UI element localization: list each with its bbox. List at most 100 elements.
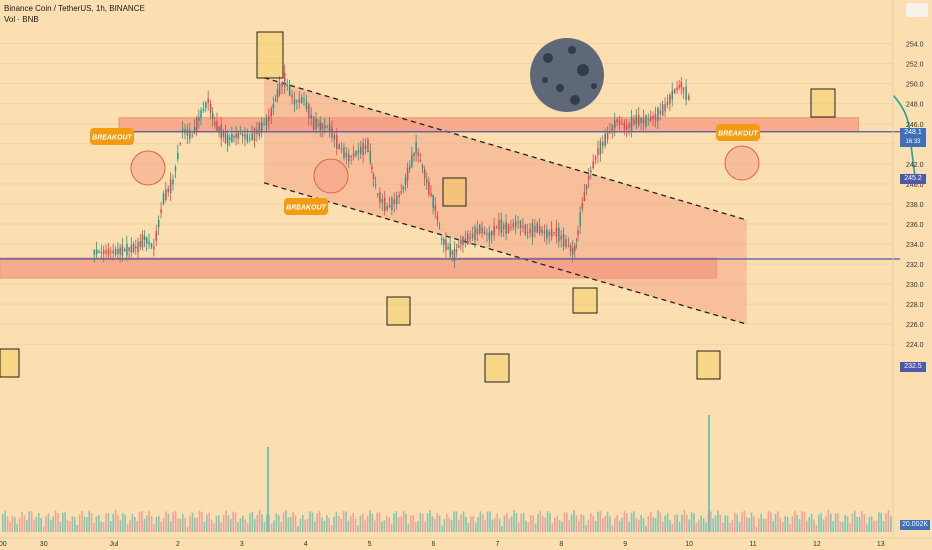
candle-body bbox=[474, 226, 476, 241]
volume-bar bbox=[573, 510, 575, 532]
volume-bar bbox=[21, 511, 23, 532]
volume-bar bbox=[170, 521, 172, 532]
candle-body bbox=[231, 133, 233, 142]
volume-bar bbox=[244, 519, 246, 532]
volume-bar bbox=[222, 514, 225, 532]
moon-crater bbox=[568, 46, 576, 54]
volume-bar bbox=[30, 511, 33, 532]
volume-bar bbox=[167, 513, 170, 532]
volume-bar bbox=[674, 514, 676, 532]
chart-control-button[interactable] bbox=[906, 3, 928, 17]
candle-body bbox=[251, 133, 253, 140]
candle-body bbox=[293, 99, 296, 105]
volume-bar bbox=[263, 521, 266, 532]
candle-body bbox=[237, 130, 240, 139]
volume-bar bbox=[11, 515, 14, 532]
candle-body bbox=[283, 72, 286, 87]
volume-bar bbox=[556, 515, 558, 532]
candle-body bbox=[645, 115, 647, 127]
candle-body bbox=[536, 223, 539, 233]
volume-bar bbox=[110, 520, 112, 532]
x-tick-label: 12 bbox=[813, 541, 821, 548]
volume-bar bbox=[635, 518, 638, 532]
volume-bar bbox=[683, 510, 686, 532]
candle-body bbox=[594, 157, 597, 160]
candle-body bbox=[569, 245, 572, 252]
volume-bar bbox=[158, 516, 160, 532]
volume-bar bbox=[74, 516, 76, 532]
volume-bar bbox=[254, 519, 256, 532]
volume-bar bbox=[748, 518, 750, 532]
volume-bar bbox=[431, 516, 434, 532]
pivot-box bbox=[810, 88, 836, 118]
volume-bar bbox=[717, 510, 719, 532]
volume-bar bbox=[498, 518, 501, 532]
volume-bar bbox=[767, 510, 770, 532]
volume-bar bbox=[546, 511, 549, 532]
candle-body bbox=[100, 251, 103, 253]
volume-bar bbox=[323, 520, 326, 532]
volume-bar bbox=[290, 517, 292, 532]
volume-bar bbox=[796, 515, 798, 532]
candle-body bbox=[398, 194, 400, 198]
candle-body bbox=[186, 129, 189, 136]
volume-bar bbox=[657, 510, 659, 532]
candle-body bbox=[310, 115, 312, 119]
volume-bar bbox=[779, 517, 782, 532]
candle-body bbox=[114, 249, 117, 255]
candle-body bbox=[265, 118, 268, 125]
volume-bar bbox=[626, 513, 628, 532]
candle-body bbox=[278, 83, 281, 95]
volume-bar bbox=[448, 517, 450, 532]
breakout-label: BREAKOUT bbox=[716, 124, 760, 141]
volume-bar bbox=[527, 522, 530, 532]
candle-body bbox=[162, 193, 165, 205]
candle-body bbox=[510, 227, 512, 229]
candle-body bbox=[103, 249, 105, 255]
volume-bar bbox=[508, 518, 510, 532]
volume-bar bbox=[880, 512, 882, 532]
volume-bar bbox=[662, 521, 664, 532]
volume-bar bbox=[242, 515, 244, 532]
volume-bar bbox=[698, 519, 700, 532]
volume-bar bbox=[861, 510, 863, 532]
volume-bar bbox=[827, 510, 830, 532]
candle-body bbox=[434, 205, 437, 211]
candle-body bbox=[362, 142, 364, 156]
candle-body bbox=[519, 221, 522, 228]
x-tick-label: 6:00 bbox=[0, 541, 7, 548]
volume-bar bbox=[501, 525, 503, 532]
volume-bar bbox=[729, 523, 731, 532]
volume-bar bbox=[316, 513, 318, 532]
candle-body bbox=[534, 226, 536, 232]
volume-bar bbox=[554, 517, 556, 532]
candle-body bbox=[319, 121, 322, 130]
candle-body bbox=[321, 123, 324, 130]
volume-bar bbox=[695, 522, 698, 532]
candle-body bbox=[483, 231, 486, 234]
breakout-label-text: BREAKOUT bbox=[92, 135, 132, 142]
candle-body bbox=[630, 117, 633, 131]
volume-bar bbox=[434, 518, 436, 532]
candle-body bbox=[268, 116, 270, 122]
candle-body bbox=[447, 247, 449, 249]
volume-bar bbox=[777, 511, 779, 532]
volume-bar bbox=[6, 516, 9, 532]
candle-body bbox=[455, 249, 458, 252]
volume-bar bbox=[710, 511, 712, 532]
volume-bar bbox=[165, 511, 167, 532]
volume-bar bbox=[530, 515, 532, 532]
volume-bar bbox=[676, 514, 678, 532]
candle-body bbox=[614, 120, 616, 129]
volume-bar bbox=[119, 519, 122, 532]
volume-bar bbox=[136, 521, 138, 532]
volume-bar bbox=[630, 512, 633, 532]
candle-body bbox=[260, 122, 263, 132]
candle-body bbox=[123, 248, 126, 252]
volume-bar bbox=[467, 522, 470, 532]
candle-body bbox=[526, 231, 529, 233]
volume-bar bbox=[611, 525, 614, 532]
candle-body bbox=[281, 81, 283, 87]
